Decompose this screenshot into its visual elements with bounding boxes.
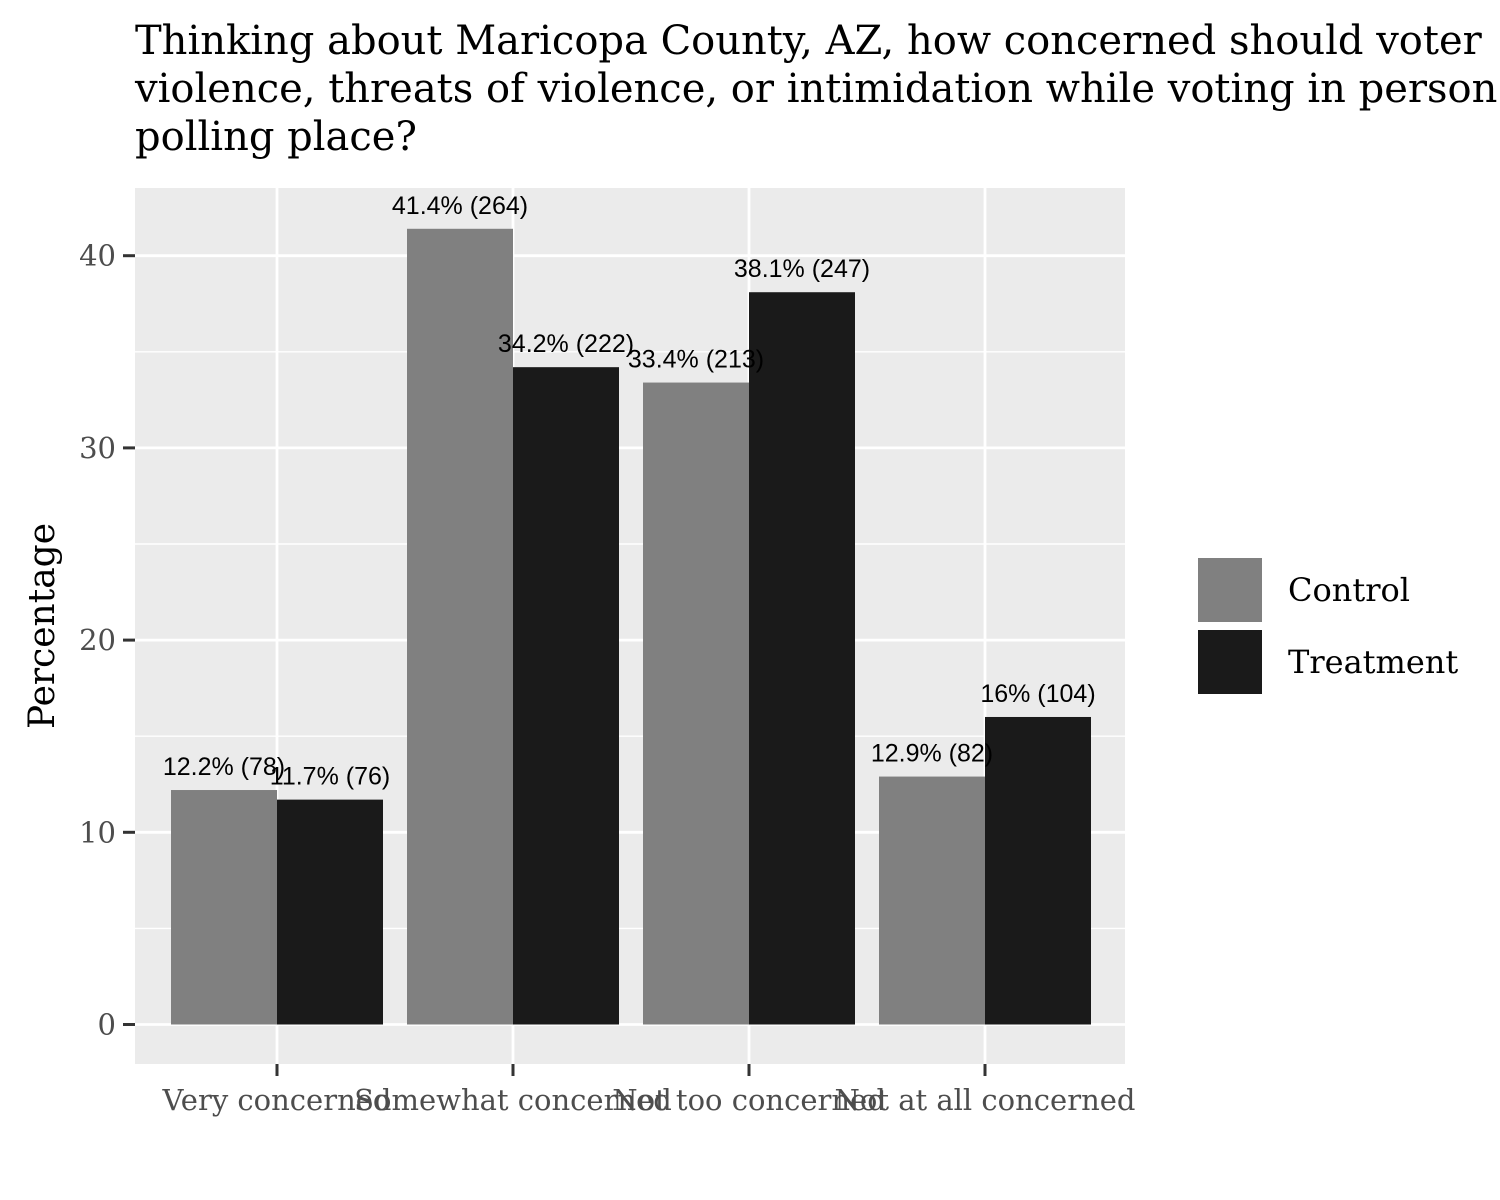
- y-tick-label: 40: [79, 239, 116, 273]
- chart-title-line: violence, threats of violence, or intimi…: [134, 66, 1497, 112]
- x-tick-label: Very concerned: [162, 1083, 392, 1117]
- bar-control: [879, 776, 985, 1025]
- bar-treatment: [277, 799, 383, 1025]
- bar-control: [171, 790, 277, 1025]
- data-label: 16% (104): [980, 680, 1095, 708]
- x-tick-label: Not too concerned: [612, 1083, 886, 1117]
- data-label: 41.4% (264): [392, 192, 528, 220]
- bar-treatment: [749, 292, 855, 1025]
- bar-treatment: [513, 367, 619, 1025]
- legend-swatch-treatment: [1198, 630, 1262, 694]
- data-label: 38.1% (247): [734, 255, 870, 283]
- data-label: 34.2% (222): [498, 330, 634, 358]
- legend-swatch-control: [1198, 558, 1262, 622]
- y-tick-label: 20: [79, 623, 116, 657]
- x-tick-label: Somewhat concerned: [354, 1083, 672, 1117]
- legend-label: Control: [1288, 571, 1410, 609]
- chart-title: Thinking about Maricopa County, AZ, how …: [134, 18, 1497, 160]
- y-tick-label: 30: [79, 431, 116, 465]
- y-axis: 0 10 20 30 40: [79, 239, 135, 1042]
- bar-control: [407, 228, 513, 1025]
- data-labels: 12.2% (78) 41.4% (264) 33.4% (213) 12.9% (8…: [163, 192, 1096, 791]
- bar-treatment: [985, 716, 1091, 1025]
- data-label: 11.7% (76): [270, 763, 390, 791]
- chart-title-line: polling place?: [135, 114, 417, 160]
- x-tick-label: Not at all concerned: [835, 1083, 1136, 1117]
- data-label: 12.2% (78): [163, 753, 285, 781]
- bars: [171, 228, 1091, 1025]
- y-tick-label: 0: [98, 1008, 116, 1042]
- bar-control: [643, 382, 749, 1025]
- chart-title-line: Thinking about Maricopa County, AZ, how …: [135, 18, 1483, 64]
- data-label: 12.9% (82): [871, 740, 993, 768]
- y-tick-label: 10: [79, 815, 116, 849]
- legend: Control Treatment: [1196, 556, 1458, 696]
- y-axis-title: Percentage: [22, 523, 63, 729]
- legend-label: Treatment: [1288, 643, 1458, 681]
- data-label: 33.4% (213): [628, 346, 764, 374]
